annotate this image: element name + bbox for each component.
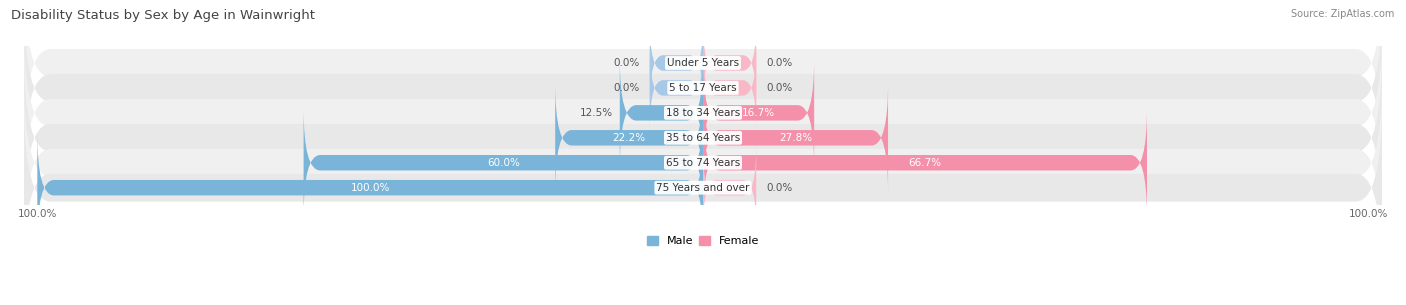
FancyBboxPatch shape (24, 77, 1382, 249)
Text: 27.8%: 27.8% (779, 133, 813, 143)
Text: 0.0%: 0.0% (766, 183, 793, 193)
FancyBboxPatch shape (304, 108, 703, 217)
Text: 0.0%: 0.0% (613, 83, 640, 93)
Text: 5 to 17 Years: 5 to 17 Years (669, 83, 737, 93)
FancyBboxPatch shape (24, 2, 1382, 174)
FancyBboxPatch shape (555, 83, 703, 192)
Text: 0.0%: 0.0% (766, 83, 793, 93)
Text: 35 to 64 Years: 35 to 64 Years (666, 133, 740, 143)
FancyBboxPatch shape (24, 52, 1382, 224)
Text: 100.0%: 100.0% (350, 183, 389, 193)
Text: 66.7%: 66.7% (908, 158, 942, 168)
Text: 0.0%: 0.0% (766, 58, 793, 68)
Text: 60.0%: 60.0% (486, 158, 520, 168)
Text: 18 to 34 Years: 18 to 34 Years (666, 108, 740, 118)
FancyBboxPatch shape (703, 83, 889, 192)
FancyBboxPatch shape (703, 58, 814, 167)
Legend: Male, Female: Male, Female (643, 231, 763, 251)
FancyBboxPatch shape (24, 102, 1382, 274)
FancyBboxPatch shape (650, 21, 703, 105)
FancyBboxPatch shape (650, 46, 703, 130)
Text: 16.7%: 16.7% (742, 108, 775, 118)
FancyBboxPatch shape (620, 58, 703, 167)
FancyBboxPatch shape (703, 46, 756, 130)
FancyBboxPatch shape (703, 108, 1147, 217)
FancyBboxPatch shape (24, 0, 1382, 149)
FancyBboxPatch shape (24, 27, 1382, 199)
Text: 75 Years and over: 75 Years and over (657, 183, 749, 193)
Text: 0.0%: 0.0% (613, 58, 640, 68)
Text: 65 to 74 Years: 65 to 74 Years (666, 158, 740, 168)
FancyBboxPatch shape (703, 21, 756, 105)
Text: Disability Status by Sex by Age in Wainwright: Disability Status by Sex by Age in Wainw… (11, 9, 315, 22)
Text: 22.2%: 22.2% (613, 133, 645, 143)
FancyBboxPatch shape (703, 145, 756, 230)
Text: Under 5 Years: Under 5 Years (666, 58, 740, 68)
Text: Source: ZipAtlas.com: Source: ZipAtlas.com (1291, 9, 1395, 19)
Text: 12.5%: 12.5% (579, 108, 613, 118)
FancyBboxPatch shape (38, 133, 703, 242)
